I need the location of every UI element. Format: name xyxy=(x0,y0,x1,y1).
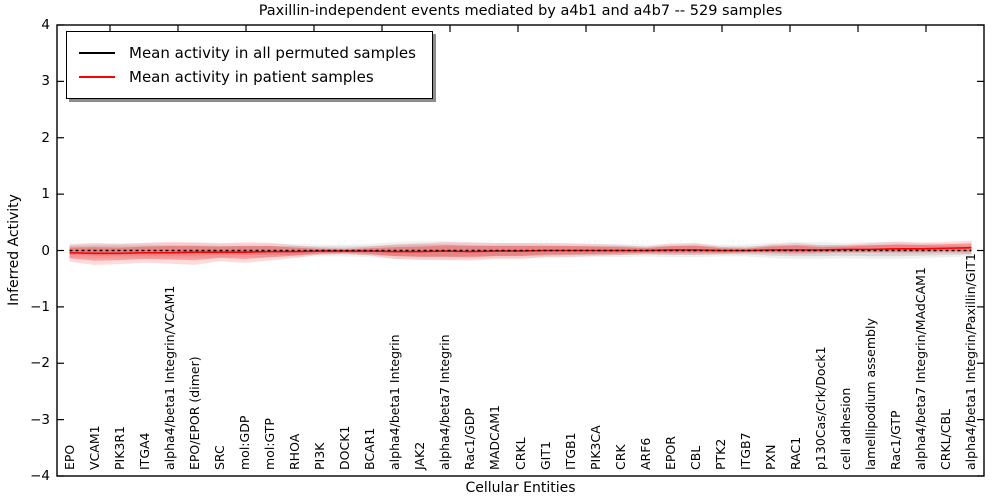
y-tick-label: 1 xyxy=(41,186,50,203)
x-tick-label: RHOA xyxy=(287,433,302,470)
legend-item-patient: Mean activity in patient samples xyxy=(79,65,416,89)
x-axis-label: Cellular Entities xyxy=(465,480,576,496)
x-tick-label: mol:GTP xyxy=(261,418,277,470)
x-tick-label: BCAR1 xyxy=(362,427,378,470)
patient-band-outer xyxy=(69,240,972,266)
patient-line-swatch-icon xyxy=(79,76,115,78)
x-tick-label: mol:GDP xyxy=(236,415,252,470)
x-tick-label: EPO/EPOR (dimer) xyxy=(186,356,202,470)
x-tick-label: CRKL xyxy=(512,437,528,470)
x-tick-label: PXN xyxy=(763,444,779,470)
patient-band xyxy=(69,243,972,261)
x-tick-label: p130Cas/Crk/Dock1 xyxy=(813,346,829,470)
legend-item-permuted: Mean activity in all permuted samples xyxy=(79,41,416,65)
y-tick-label: 2 xyxy=(41,129,50,146)
y-tick-label: 4 xyxy=(41,17,50,33)
legend: Mean activity in all permuted samples Me… xyxy=(66,31,433,99)
legend-label-permuted: Mean activity in all permuted samples xyxy=(129,44,416,62)
x-tick-label: Rac1/GTP xyxy=(888,410,904,470)
x-tick-label: JAK2 xyxy=(412,441,428,470)
x-tick-label: PIK3R1 xyxy=(111,425,127,470)
y-tick-label: −4 xyxy=(30,468,50,484)
x-tick-label: alpha4/beta1 Integrin xyxy=(387,334,403,470)
x-tick-label: VCAM1 xyxy=(86,425,102,470)
x-tick-label: SRC xyxy=(211,445,227,470)
x-tick-label: CRK xyxy=(612,444,628,470)
y-tick-label: 3 xyxy=(41,73,50,90)
x-tick-label: RAC1 xyxy=(788,436,804,470)
x-tick-label: alpha4/beta1 Integrin/Paxillin/GIT1 xyxy=(963,253,979,470)
x-tick-label: ITGB1 xyxy=(562,432,578,470)
x-tick-label: PI3K xyxy=(312,442,328,470)
x-tick-label: CBL xyxy=(687,445,703,470)
x-tick-label: CRKL/CBL xyxy=(938,408,954,470)
x-tick-label: alpha4/beta7 Integrin/MAdCAM1 xyxy=(913,267,929,470)
x-tick-label: alpha4/beta7 Integrin xyxy=(437,334,453,470)
y-tick-label: −3 xyxy=(30,411,50,428)
x-tick-label: Rac1/GDP xyxy=(462,408,478,470)
y-tick-label: −2 xyxy=(30,355,50,372)
chart-title: Paxillin-independent events mediated by … xyxy=(258,3,783,19)
x-tick-label: PIK3CA xyxy=(587,425,603,470)
x-tick-label: ITGB7 xyxy=(737,432,753,470)
x-tick-label: lamellipodium assembly xyxy=(863,318,879,470)
permuted-line-swatch-icon xyxy=(79,52,115,54)
x-tick-label: DOCK1 xyxy=(337,425,353,470)
x-tick-label: PTK2 xyxy=(712,438,728,470)
y-tick-label: −1 xyxy=(30,298,50,315)
x-tick-label: ARF6 xyxy=(637,437,653,470)
x-tick-label: alpha4/beta1 Integrin/VCAM1 xyxy=(161,285,177,470)
x-tick-label: ITGA4 xyxy=(136,432,152,470)
legend-label-patient: Mean activity in patient samples xyxy=(129,68,374,86)
x-tick-label: EPOR xyxy=(662,436,678,470)
x-tick-label: MADCAM1 xyxy=(487,405,503,470)
y-tick-label: 0 xyxy=(41,242,50,259)
x-tick-label: GIT1 xyxy=(537,441,553,470)
x-tick-label: cell adhesion xyxy=(838,387,854,470)
x-tick-label: EPO xyxy=(61,444,77,470)
